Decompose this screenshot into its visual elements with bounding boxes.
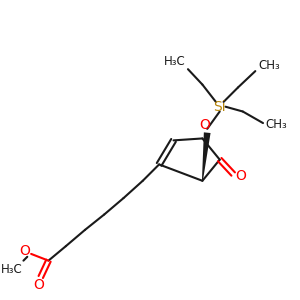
Text: O: O	[33, 278, 44, 292]
Text: CH₃: CH₃	[266, 118, 287, 131]
Text: CH₃: CH₃	[258, 59, 280, 72]
Text: O: O	[236, 169, 246, 183]
Text: O: O	[199, 118, 210, 132]
Text: Si: Si	[213, 100, 226, 114]
Text: H₃C: H₃C	[1, 263, 23, 276]
Polygon shape	[202, 132, 211, 181]
Text: H₃C: H₃C	[164, 55, 185, 68]
Text: O: O	[19, 244, 30, 258]
